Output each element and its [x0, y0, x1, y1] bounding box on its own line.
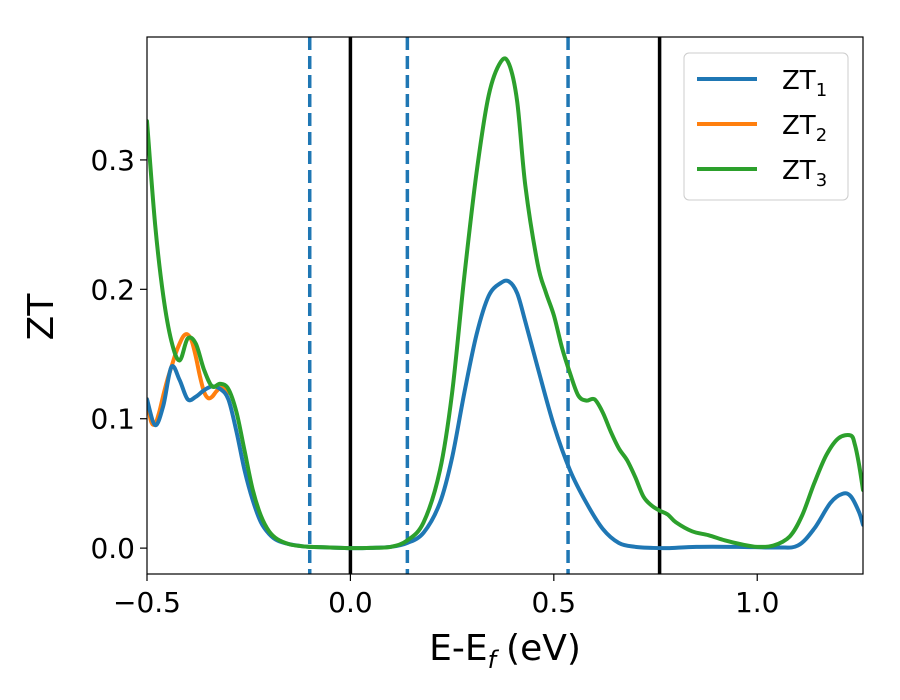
legend-label-zt3: ZT3 — [782, 156, 827, 191]
y-tick-label: 0.3 — [90, 144, 135, 177]
vertical-lines — [307, 37, 662, 574]
series-lines — [147, 56, 863, 551]
legend-box — [683, 52, 849, 201]
plot-frame — [146, 36, 864, 575]
y-axis-label: ZT — [21, 293, 62, 341]
series-line-zt3 — [147, 56, 863, 551]
y-tick-label: 0.1 — [90, 403, 135, 436]
x-tick-label: −0.5 — [113, 586, 181, 619]
series-line-zt2 — [147, 332, 231, 427]
series-line-zt1 — [147, 278, 863, 551]
x-tick-label: 0.5 — [532, 586, 577, 619]
x-tick-label: 1.0 — [735, 586, 780, 619]
x-axis-label: E-Ef (eV) — [429, 628, 581, 674]
y-tick-label: 0.0 — [90, 532, 135, 565]
x-axis-ticks: −0.5 0.0 0.5 1.0 — [113, 574, 779, 619]
legend-label-zt1: ZT1 — [782, 66, 827, 101]
x-tick-label: 0.0 — [328, 586, 373, 619]
x-axis-label-main: E-E — [429, 628, 487, 669]
y-tick-label: 0.2 — [90, 273, 135, 306]
x-axis-label-unit: (eV) — [506, 628, 581, 669]
y-axis-ticks: 0.0 0.1 0.2 0.3 — [90, 144, 147, 565]
legend: ZT1 ZT2 ZT3 — [683, 52, 849, 201]
x-axis-label-sub: f — [488, 646, 500, 674]
legend-label-zt2: ZT2 — [782, 111, 827, 146]
